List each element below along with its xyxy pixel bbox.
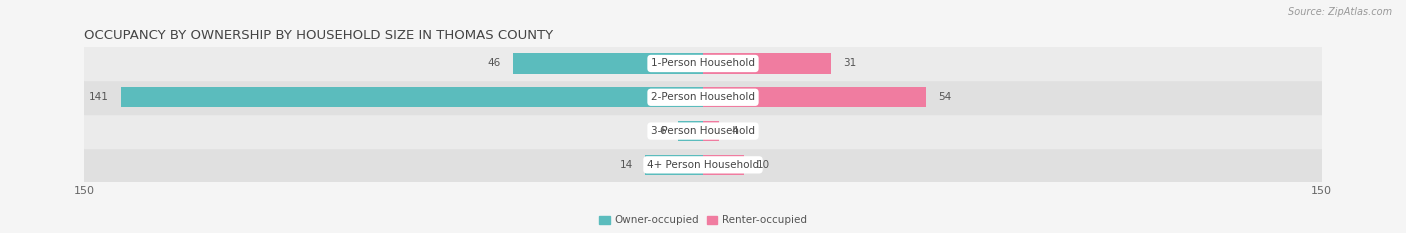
Bar — [703, 121, 720, 141]
Bar — [84, 148, 1322, 182]
Bar — [703, 87, 925, 107]
Bar — [703, 155, 744, 175]
Text: 3-Person Household: 3-Person Household — [651, 126, 755, 136]
Text: 6: 6 — [659, 126, 666, 136]
Text: 31: 31 — [844, 58, 856, 69]
Text: OCCUPANCY BY OWNERSHIP BY HOUSEHOLD SIZE IN THOMAS COUNTY: OCCUPANCY BY OWNERSHIP BY HOUSEHOLD SIZE… — [84, 28, 554, 41]
Bar — [84, 80, 1322, 114]
Text: 2-Person Household: 2-Person Household — [651, 92, 755, 102]
Text: 4: 4 — [733, 126, 738, 136]
Bar — [645, 155, 703, 175]
Text: 141: 141 — [89, 92, 110, 102]
Text: 10: 10 — [756, 160, 769, 170]
Bar — [513, 53, 703, 74]
Text: 54: 54 — [938, 92, 952, 102]
Bar — [121, 87, 703, 107]
Text: 14: 14 — [620, 160, 633, 170]
Text: 46: 46 — [488, 58, 501, 69]
Legend: Owner-occupied, Renter-occupied: Owner-occupied, Renter-occupied — [595, 211, 811, 230]
Text: Source: ZipAtlas.com: Source: ZipAtlas.com — [1288, 7, 1392, 17]
Bar — [84, 114, 1322, 148]
Text: 1-Person Household: 1-Person Household — [651, 58, 755, 69]
Bar — [84, 47, 1322, 80]
Text: 4+ Person Household: 4+ Person Household — [647, 160, 759, 170]
Bar — [703, 53, 831, 74]
Bar — [678, 121, 703, 141]
